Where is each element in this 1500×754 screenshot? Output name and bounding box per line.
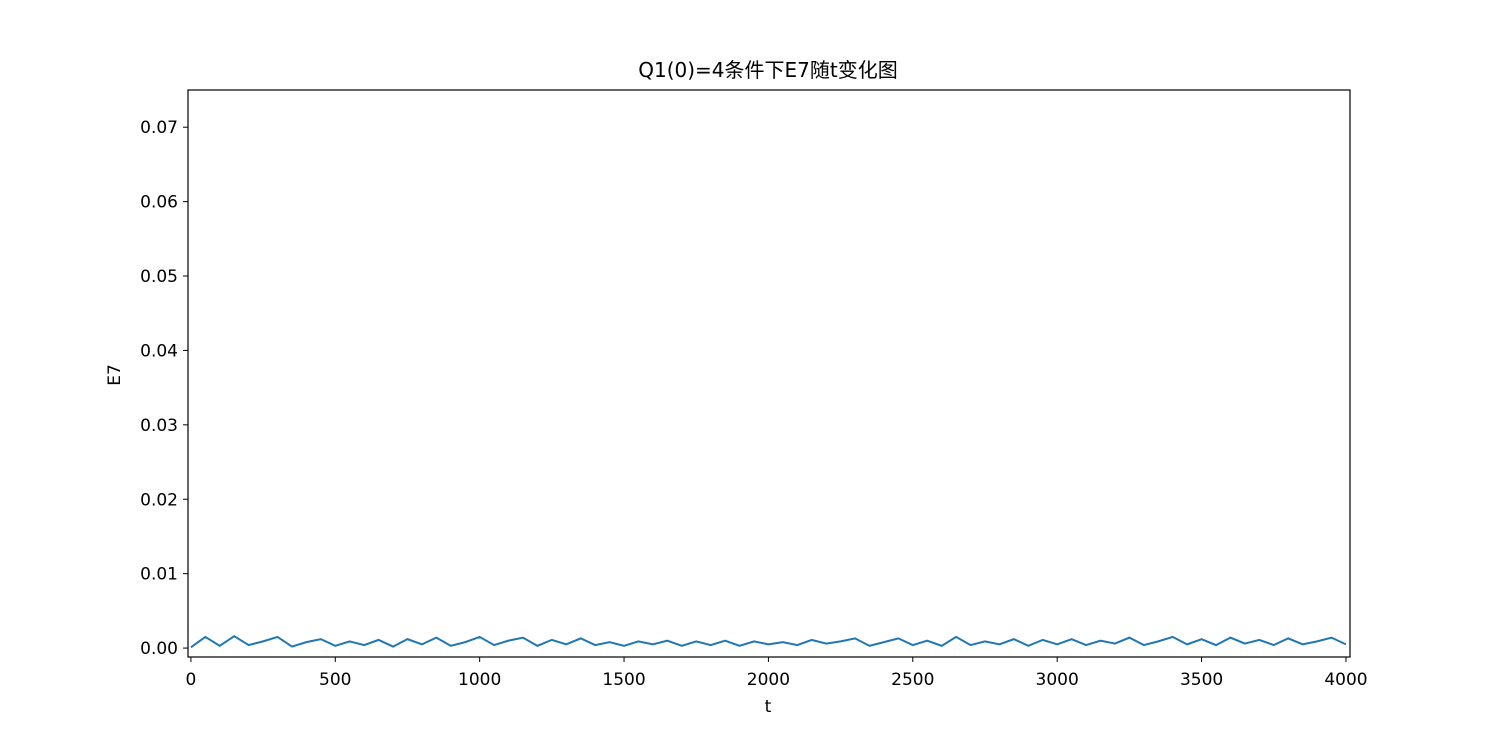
y-tick-label: 0.00 [140,639,178,659]
x-tick-label: 4000 [1324,670,1367,690]
y-tick-label: 0.01 [140,565,178,585]
y-tick-label: 0.04 [140,341,178,361]
y-axis-label: E7 [105,364,125,386]
x-tick-label: 2500 [891,670,934,690]
y-tick-label: 0.07 [140,118,178,138]
x-tick-label: 1500 [602,670,645,690]
x-tick-label: 3500 [1180,670,1223,690]
x-tick-label: 2000 [747,670,790,690]
x-tick-label: 500 [319,670,351,690]
x-tick-label: 0 [185,670,196,690]
y-tick-label: 0.02 [140,490,178,510]
x-axis-label: t [765,697,772,717]
y-tick-label: 0.05 [140,267,178,287]
chart-title: Q1(0)=4条件下E7随t变化图 [638,58,897,82]
x-tick-label: 1000 [458,670,501,690]
plot-frame [187,89,1351,658]
y-tick-label: 0.03 [140,416,178,436]
y-tick-label: 0.06 [140,193,178,213]
line [190,634,1347,649]
x-tick-label: 3000 [1036,670,1079,690]
